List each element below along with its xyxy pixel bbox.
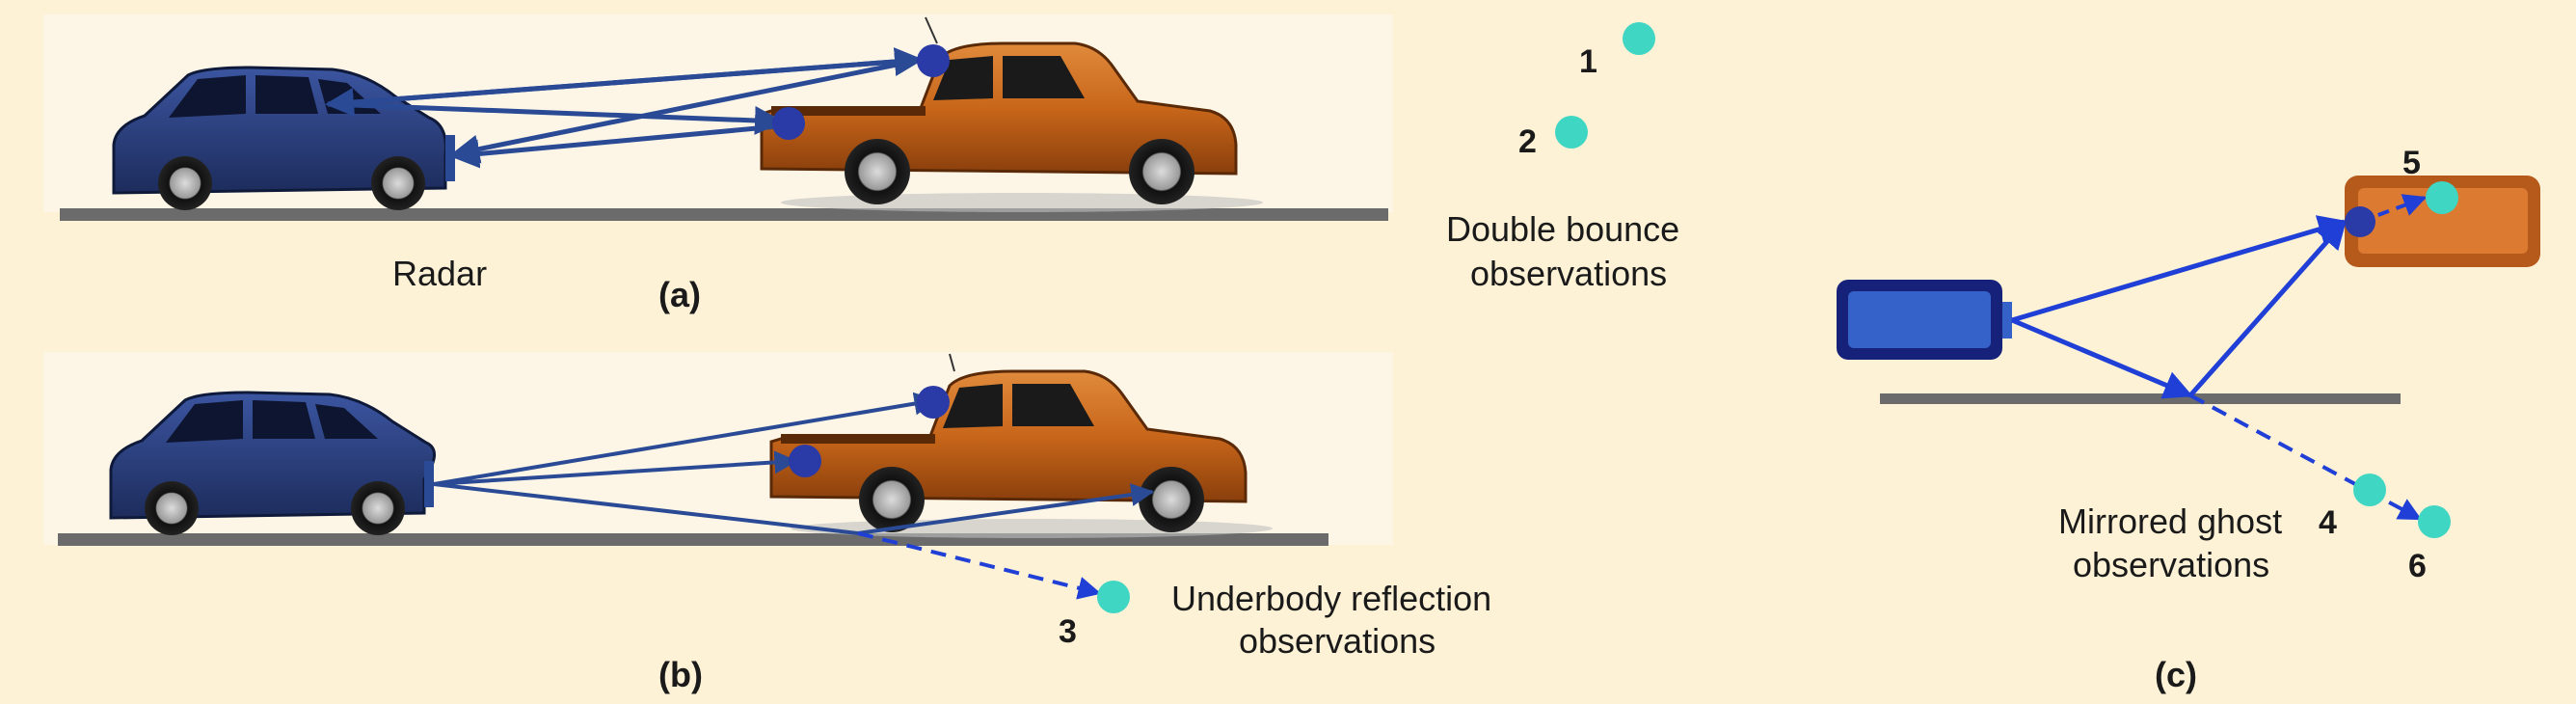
- radar-sensor-c: [2002, 302, 2012, 338]
- ego-car-a: [112, 66, 455, 210]
- radar-sensor-a: [445, 135, 455, 181]
- ego-car-b: [109, 391, 436, 535]
- reflection-point-a-top: [917, 44, 950, 77]
- radar-sensor-b: [424, 461, 434, 507]
- mirrored-ghost-caption-line1: Mirrored ghost: [2058, 501, 2282, 541]
- panel-a-letter: (a): [658, 275, 701, 314]
- reflection-point-c: [2345, 206, 2375, 237]
- target-vehicle-box: [2345, 176, 2540, 267]
- observation-point-4: [2353, 474, 2386, 506]
- observation-label-1: 1: [1579, 43, 1597, 80]
- panel-a: Radar (a) 1 2 Double bounce observations: [43, 14, 1679, 314]
- reflection-point-a-rear: [772, 107, 805, 140]
- underbody-ghost-ray: [857, 531, 1102, 600]
- observation-point-5: [2426, 181, 2458, 214]
- panel-c: 5 4 6 Mirrored ghost observations (c): [1837, 145, 2540, 694]
- double-bounce-caption-line2: observations: [1470, 254, 1667, 293]
- observation-point-3: [1097, 581, 1130, 613]
- observation-label-2: 2: [1518, 123, 1537, 160]
- ghost-ray-c: [2189, 393, 2423, 521]
- target-truck-b: [769, 353, 1273, 538]
- observation-label-6: 6: [2408, 548, 2427, 584]
- observation-label-4: 4: [2319, 504, 2337, 541]
- radar-label: Radar: [392, 254, 487, 293]
- double-bounce-caption-line1: Double bounce: [1446, 209, 1679, 249]
- radar-rays-b: [433, 392, 1155, 535]
- ground-line-a: [60, 208, 1388, 221]
- reflection-point-b-top: [917, 386, 950, 419]
- ground-line-c: [1880, 393, 2401, 404]
- panel-b-letter: (b): [658, 655, 703, 694]
- underbody-caption-line2: observations: [1239, 621, 1436, 661]
- observation-point-6: [2418, 505, 2451, 538]
- radar-rays-c: [2011, 215, 2348, 399]
- radar-rays-a: [325, 47, 924, 169]
- mirrored-ghost-caption-line2: observations: [2073, 545, 2269, 584]
- observation-label-3: 3: [1059, 613, 1077, 650]
- target-truck-a: [760, 16, 1263, 212]
- panel-c-letter: (c): [2155, 655, 2197, 694]
- underbody-caption-line1: Underbody reflection: [1171, 579, 1491, 618]
- observation-point-2: [1555, 116, 1588, 149]
- panel-b: 3 Underbody reflection observations (b): [43, 352, 1491, 694]
- reflection-point-b-rear: [789, 445, 821, 477]
- observation-point-1: [1623, 22, 1655, 55]
- ego-vehicle-box: [1837, 280, 2012, 360]
- observation-label-5: 5: [2402, 145, 2421, 181]
